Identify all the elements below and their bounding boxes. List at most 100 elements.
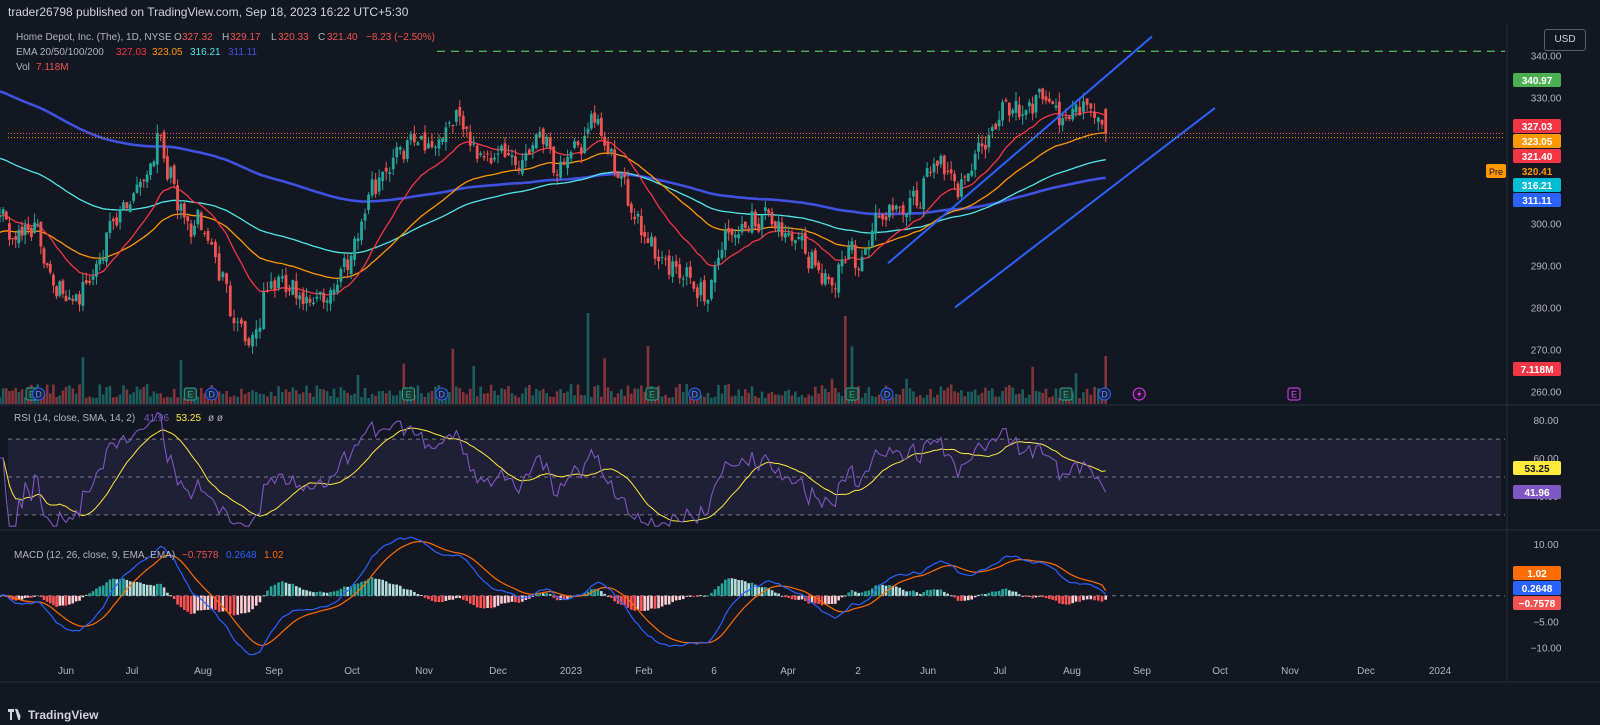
- candle-body: [737, 234, 741, 239]
- candle-body: [384, 167, 388, 172]
- volume-bar: [451, 348, 455, 404]
- volume-bar: [600, 396, 603, 404]
- volume-bar: [225, 390, 228, 404]
- volume-bar: [929, 388, 932, 404]
- dividend-marker-label: D: [439, 390, 446, 400]
- volume-bar: [623, 395, 626, 404]
- macd-histogram-bar: [531, 595, 535, 597]
- candle-body: [870, 230, 874, 247]
- macd-histogram-bar: [125, 579, 129, 596]
- volume-bar: [475, 396, 479, 404]
- macd-histogram-bar: [339, 588, 343, 596]
- volume-bar: [301, 392, 305, 404]
- candle-body: [78, 294, 81, 305]
- candle-body: [977, 142, 980, 152]
- macd-histogram-bar: [925, 590, 929, 596]
- macd-histogram-bar: [225, 595, 228, 612]
- volume-bar: [125, 389, 129, 404]
- candle-body: [111, 218, 115, 222]
- candle-body: [619, 175, 623, 179]
- volume-bar: [573, 395, 576, 404]
- volume-bar: [159, 393, 162, 404]
- candle-body: [538, 131, 542, 137]
- candle-body: [108, 220, 112, 233]
- macd-histogram-bar: [247, 595, 251, 613]
- volume-bar: [122, 385, 125, 404]
- price-tick-label: 330.00: [1531, 93, 1562, 104]
- volume-bar: [915, 396, 919, 404]
- volume-bar: [1031, 366, 1034, 404]
- candle-body: [823, 273, 827, 285]
- volume-bar: [45, 384, 49, 404]
- candle-body: [573, 141, 576, 148]
- macd-histogram-bar: [423, 595, 427, 598]
- candle-body: [1044, 96, 1048, 101]
- candle-body: [760, 214, 764, 230]
- macd-histogram-bar: [166, 592, 169, 596]
- volume-bars: [0, 313, 1108, 404]
- candle-body: [225, 273, 228, 285]
- candle-body: [1051, 101, 1055, 105]
- candle-body: [987, 135, 991, 148]
- macd-histogram-bar: [827, 595, 830, 605]
- candle-body: [356, 238, 360, 242]
- volume-bar: [797, 397, 800, 404]
- macd-histogram-bar: [132, 581, 135, 596]
- macd-histogram-bar: [298, 587, 302, 596]
- volume-bar: [767, 393, 770, 404]
- candle-body: [847, 246, 851, 259]
- volume-bar: [166, 396, 169, 404]
- macd-histogram-bar: [713, 589, 717, 596]
- macd-histogram-bar: [384, 581, 388, 596]
- ema-label: EMA 20/50/100/200: [16, 47, 104, 58]
- candle-body: [606, 142, 610, 153]
- volume-bar: [724, 384, 727, 404]
- macd-histogram-bar: [854, 591, 857, 596]
- macd-histogram-bar: [750, 582, 754, 596]
- candle-body: [105, 232, 108, 262]
- candle-body: [803, 232, 807, 254]
- earnings-marker-label: E: [405, 390, 411, 400]
- grid: [0, 24, 1600, 683]
- candle-body: [912, 190, 915, 197]
- volume-bar: [206, 395, 210, 404]
- candle-body: [1047, 98, 1051, 102]
- macd-line: [0, 536, 1107, 656]
- macd-histogram-bar: [939, 589, 943, 596]
- lightning-glyph: [1137, 390, 1142, 398]
- volume-bar: [254, 391, 258, 404]
- candle-body: [720, 250, 724, 259]
- candle-body: [423, 132, 427, 151]
- price-tick-label: 280.00: [1531, 303, 1562, 314]
- macd-histogram-bar: [448, 595, 451, 600]
- volume-bar: [91, 397, 95, 404]
- volume-bar: [1058, 397, 1061, 404]
- macd-legend: MACD (12, 26, close, 9, EMA, EMA) −0.757…: [14, 550, 284, 561]
- macd-histogram-bar: [332, 591, 336, 596]
- candle-body: [74, 294, 78, 301]
- candle-body: [891, 205, 895, 211]
- candle-body: [1041, 88, 1045, 100]
- volume-bar: [398, 390, 402, 404]
- dividend-marker: [32, 387, 46, 401]
- volume-bar: [804, 397, 807, 404]
- candle-body: [329, 290, 332, 304]
- currency-selector[interactable]: USD: [1544, 29, 1586, 51]
- volume-bar: [98, 384, 102, 404]
- macd-histogram-bar: [977, 594, 980, 596]
- candle-body: [52, 274, 55, 286]
- candle-body: [291, 280, 295, 295]
- macd-histogram-bar: [468, 595, 472, 604]
- candle-body: [681, 278, 685, 280]
- candle-body: [493, 157, 496, 160]
- candle-body: [507, 152, 510, 156]
- candle-body: [336, 284, 339, 293]
- macd-histogram-bar: [210, 595, 214, 610]
- candle-body: [830, 277, 834, 286]
- macd-histogram-bar: [240, 595, 243, 614]
- macd-histogram-bar: [115, 579, 119, 596]
- candle-body: [559, 161, 563, 178]
- candle-body: [727, 227, 731, 233]
- macd-histogram-bar: [455, 595, 458, 599]
